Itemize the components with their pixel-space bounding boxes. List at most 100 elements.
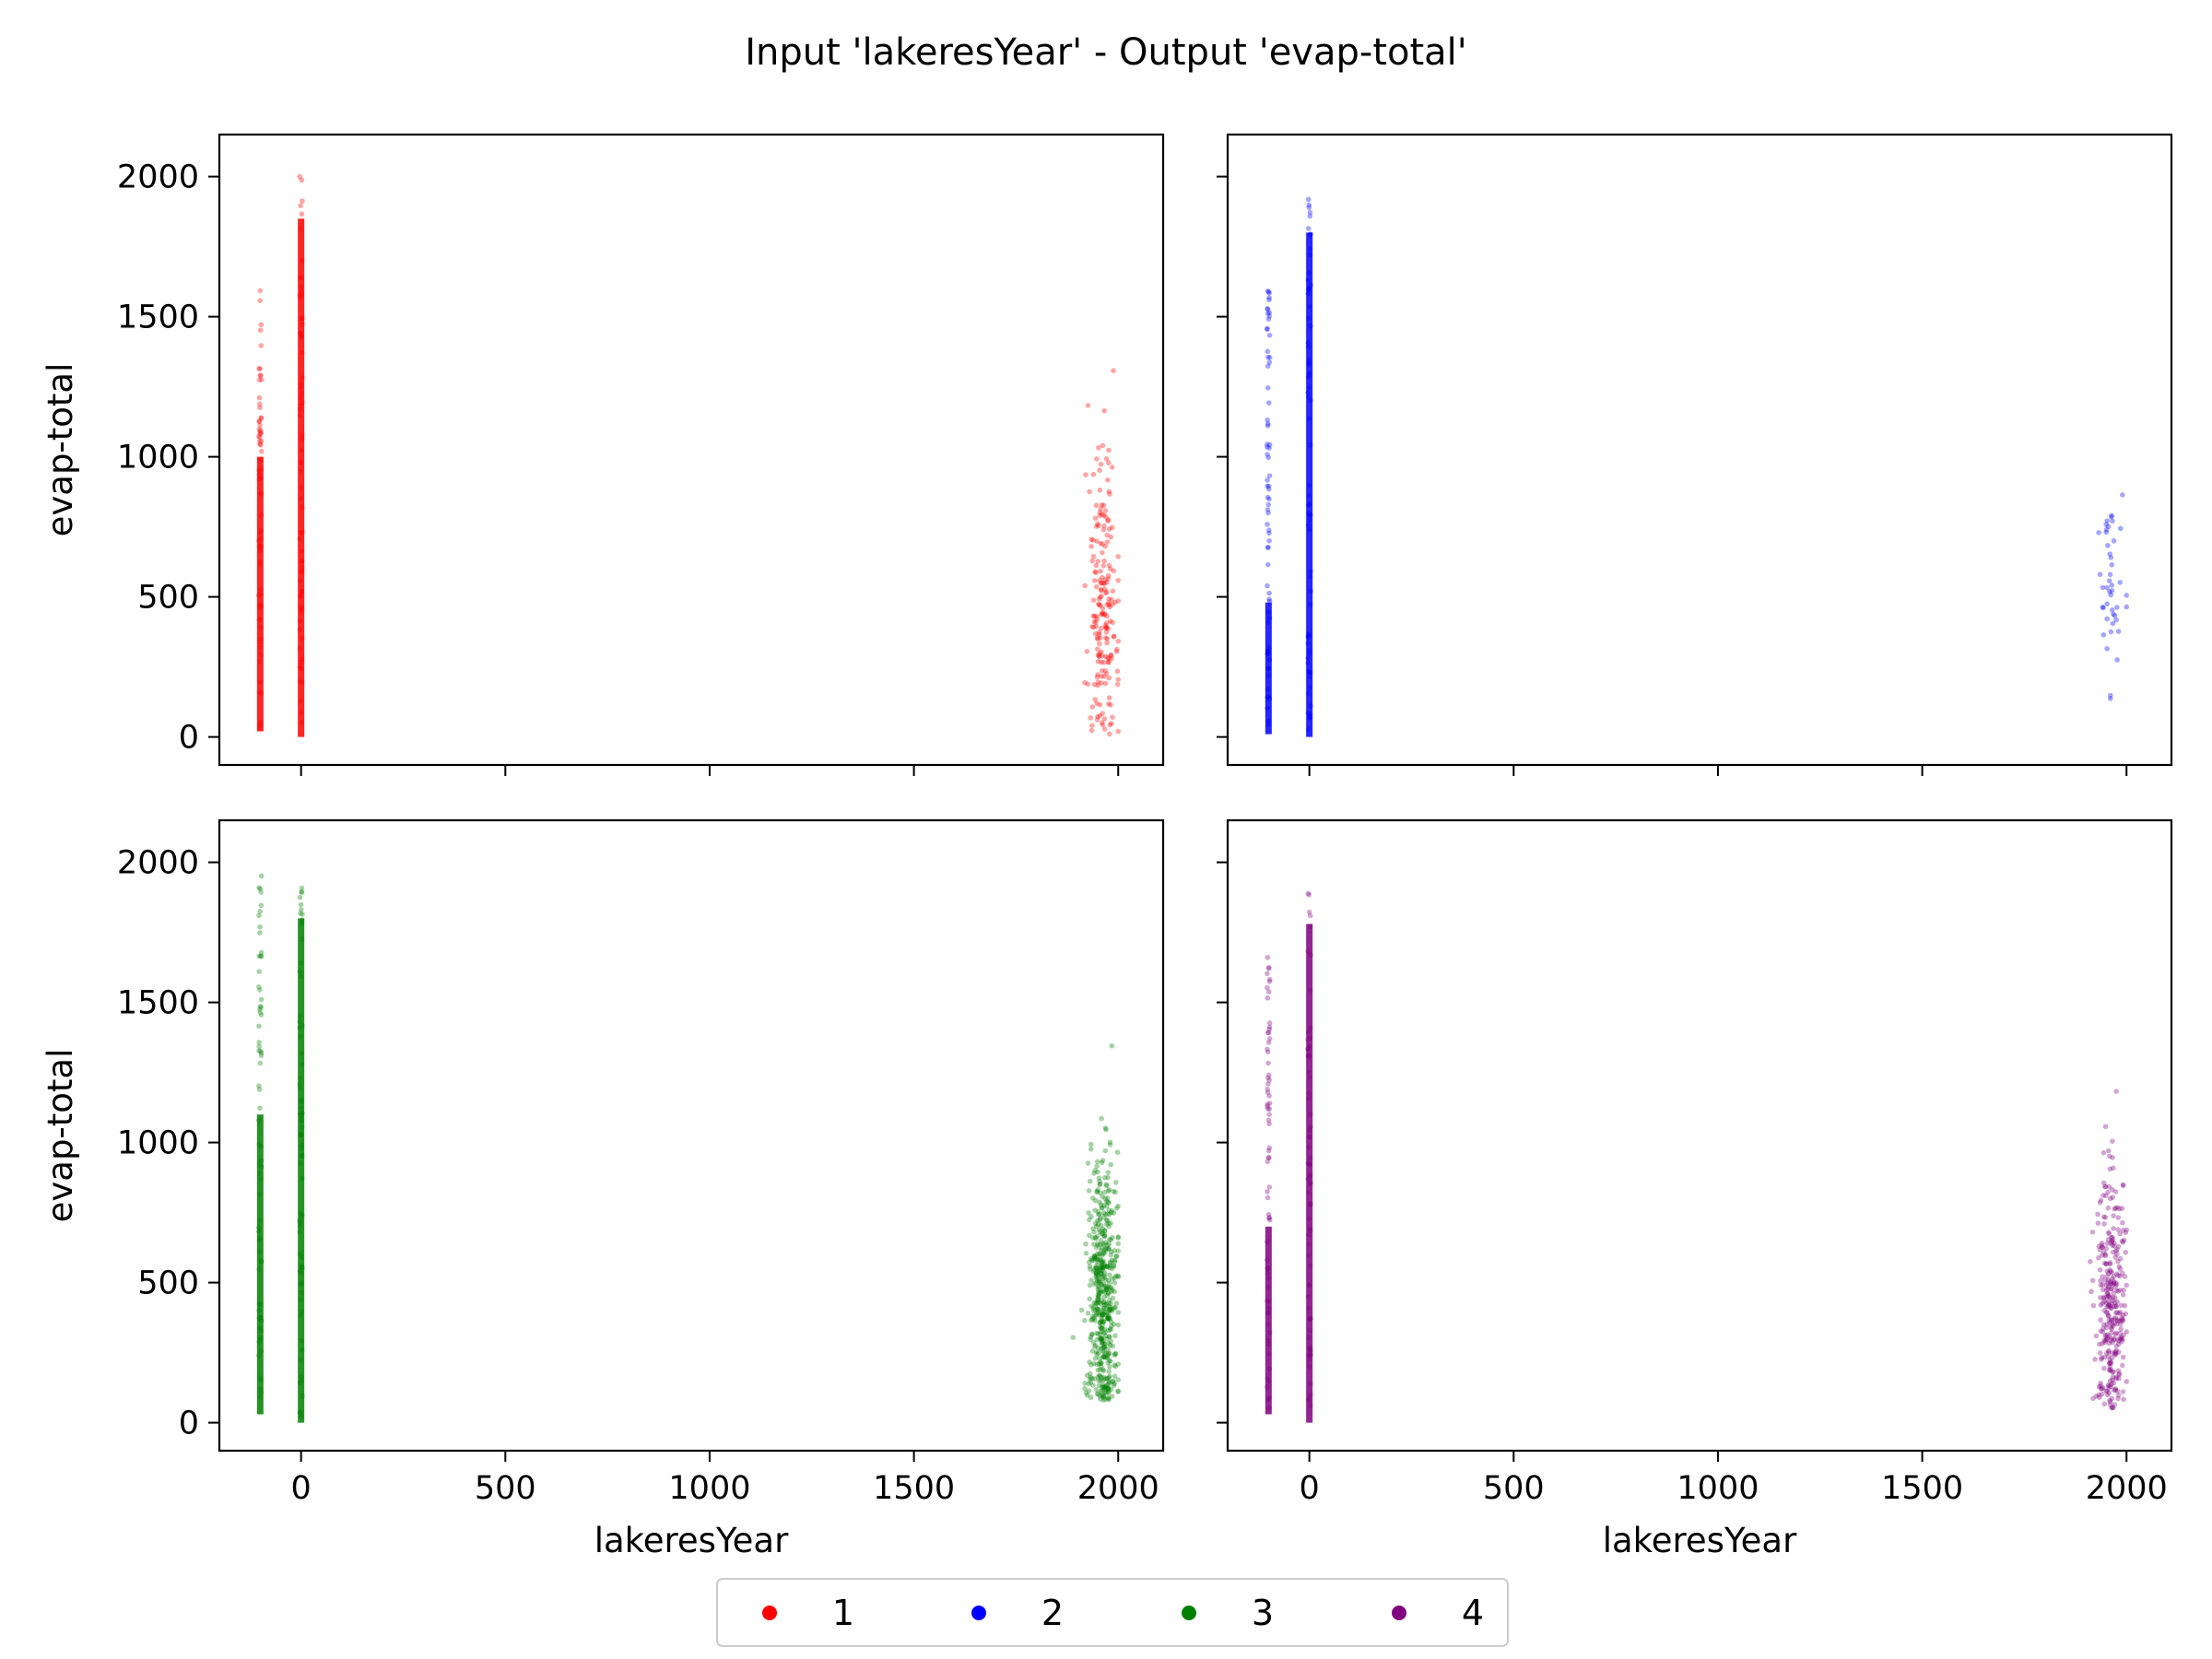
data-point xyxy=(1101,1349,1107,1355)
x-tick-label: 1000 xyxy=(668,1470,750,1507)
data-point xyxy=(2098,1385,2104,1392)
data-point xyxy=(298,1378,304,1384)
data-point xyxy=(1305,344,1312,350)
data-point xyxy=(2101,1299,2107,1304)
data-point xyxy=(2097,571,2103,578)
data-point xyxy=(299,921,305,926)
data-point xyxy=(1087,1232,1092,1239)
data-point xyxy=(1101,1326,1108,1333)
data-point xyxy=(298,495,304,501)
data-point xyxy=(1265,651,1271,656)
data-point xyxy=(1308,1315,1313,1322)
data-point xyxy=(1097,1211,1102,1218)
data-point xyxy=(1102,1232,1108,1238)
data-point xyxy=(1308,1025,1313,1031)
data-point xyxy=(1109,1276,1115,1282)
data-point xyxy=(1101,1233,1108,1240)
series-3-points xyxy=(256,873,1122,1423)
data-point xyxy=(1265,722,1272,727)
data-point xyxy=(1307,674,1312,680)
data-point xyxy=(258,1390,265,1395)
data-point xyxy=(2121,1237,2127,1243)
series-4-points xyxy=(1265,890,2130,1423)
data-point xyxy=(2108,1241,2113,1246)
data-point xyxy=(1094,1391,1100,1396)
data-point xyxy=(1097,635,1103,641)
data-point xyxy=(1104,589,1110,595)
data-point xyxy=(1105,1312,1112,1318)
data-point xyxy=(1265,507,1271,512)
data-point xyxy=(257,616,264,622)
data-point xyxy=(1099,502,1105,508)
data-point xyxy=(298,659,304,665)
data-point xyxy=(299,1254,305,1260)
data-point xyxy=(1111,568,1117,574)
data-point xyxy=(1108,1386,1114,1393)
data-point xyxy=(2117,580,2123,585)
data-point xyxy=(1106,1334,1112,1339)
data-point xyxy=(2104,1294,2110,1300)
data-point xyxy=(2108,1195,2113,1202)
data-point xyxy=(1098,506,1103,512)
data-point xyxy=(1112,1280,1118,1286)
data-point xyxy=(1093,1386,1100,1393)
data-point xyxy=(1108,721,1114,726)
data-point xyxy=(298,394,303,401)
data-point xyxy=(1095,1292,1101,1299)
data-point xyxy=(1105,518,1111,524)
data-point xyxy=(2113,1248,2119,1254)
data-point xyxy=(1093,1280,1099,1286)
data-point xyxy=(1104,1315,1111,1322)
data-point xyxy=(1266,359,1273,365)
data-point xyxy=(1308,1347,1313,1354)
data-point xyxy=(1306,492,1312,499)
data-point xyxy=(298,594,303,599)
data-point xyxy=(1092,515,1099,522)
data-point xyxy=(1095,1268,1101,1275)
data-point xyxy=(2122,1274,2128,1279)
data-point xyxy=(1265,966,1272,971)
series-2-points xyxy=(1265,196,2130,737)
data-point xyxy=(1307,500,1312,507)
data-point xyxy=(1094,456,1100,462)
data-point xyxy=(1091,681,1098,688)
data-point xyxy=(258,535,265,541)
data-point xyxy=(1112,599,1118,606)
data-point xyxy=(2116,1371,2123,1377)
data-point xyxy=(1103,1350,1109,1357)
data-point xyxy=(1096,1293,1101,1300)
data-point xyxy=(2100,1180,2107,1186)
data-point xyxy=(1104,580,1110,585)
data-point xyxy=(1093,570,1099,576)
data-point xyxy=(2108,1305,2113,1312)
data-point xyxy=(1265,1285,1271,1290)
data-point xyxy=(1097,712,1103,719)
data-point xyxy=(1094,1361,1100,1368)
data-point xyxy=(258,1048,264,1054)
data-point xyxy=(1100,1265,1105,1271)
data-point xyxy=(1265,510,1271,516)
data-point xyxy=(1099,1374,1105,1381)
data-point xyxy=(1103,1264,1110,1270)
data-point xyxy=(1112,1248,1118,1253)
data-point xyxy=(1109,1323,1114,1329)
data-point xyxy=(1086,1259,1092,1265)
data-point xyxy=(1106,1316,1112,1323)
data-point xyxy=(2112,1350,2118,1357)
data-point xyxy=(257,429,263,435)
data-point xyxy=(1090,553,1097,559)
data-point xyxy=(1102,680,1109,687)
data-point xyxy=(1101,558,1107,564)
y-tick-label: 500 xyxy=(137,1265,199,1302)
data-point xyxy=(1265,1351,1272,1357)
data-point xyxy=(256,1300,263,1307)
data-point xyxy=(257,1218,263,1223)
data-point xyxy=(298,384,304,391)
data-point xyxy=(258,543,265,549)
data-point xyxy=(1100,711,1105,716)
data-point xyxy=(1097,1266,1102,1273)
data-point xyxy=(257,930,263,935)
data-point xyxy=(297,1013,303,1019)
data-point xyxy=(1266,313,1273,319)
data-point xyxy=(2096,1243,2102,1249)
